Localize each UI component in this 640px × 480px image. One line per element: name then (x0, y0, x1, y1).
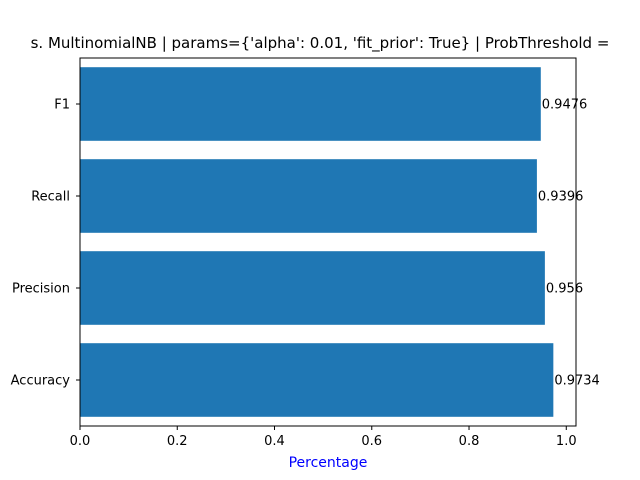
x-axis-label: Percentage (289, 455, 368, 471)
x-tick-label: 1.0 (556, 434, 577, 449)
x-tick-label: 0.8 (459, 434, 480, 449)
x-tick-label: 0.6 (361, 434, 382, 449)
value-label-f1: 0.9476 (542, 98, 588, 113)
value-labels: 0.9734 0.956 0.9396 0.9476 (538, 98, 600, 389)
y-tick-label-precision: Precision (12, 282, 70, 297)
chart-title: s. MultinomialNB | params={'alpha': 0.01… (31, 34, 610, 53)
x-ticks: 0.0 0.2 0.4 0.6 0.8 1.0 (70, 426, 577, 449)
value-label-accuracy: 0.9734 (554, 374, 600, 389)
axes-layer (79, 57, 577, 427)
y-ticks: Accuracy Precision Recall F1 (11, 98, 80, 389)
bar-f1 (80, 67, 541, 141)
bar-recall (80, 159, 537, 233)
x-tick-label: 0.0 (70, 434, 91, 449)
value-label-recall: 0.9396 (538, 190, 584, 205)
y-tick-label-f1: F1 (54, 98, 70, 113)
y-tick-label-recall: Recall (31, 190, 70, 205)
y-tick-label-accuracy: Accuracy (11, 374, 71, 389)
value-label-precision: 0.956 (546, 282, 583, 297)
bar-precision (80, 251, 545, 325)
x-tick-label: 0.2 (167, 434, 188, 449)
plot-frame (79, 57, 577, 427)
x-tick-label: 0.4 (264, 434, 285, 449)
bar-accuracy (80, 343, 554, 417)
bars-layer (80, 67, 554, 417)
